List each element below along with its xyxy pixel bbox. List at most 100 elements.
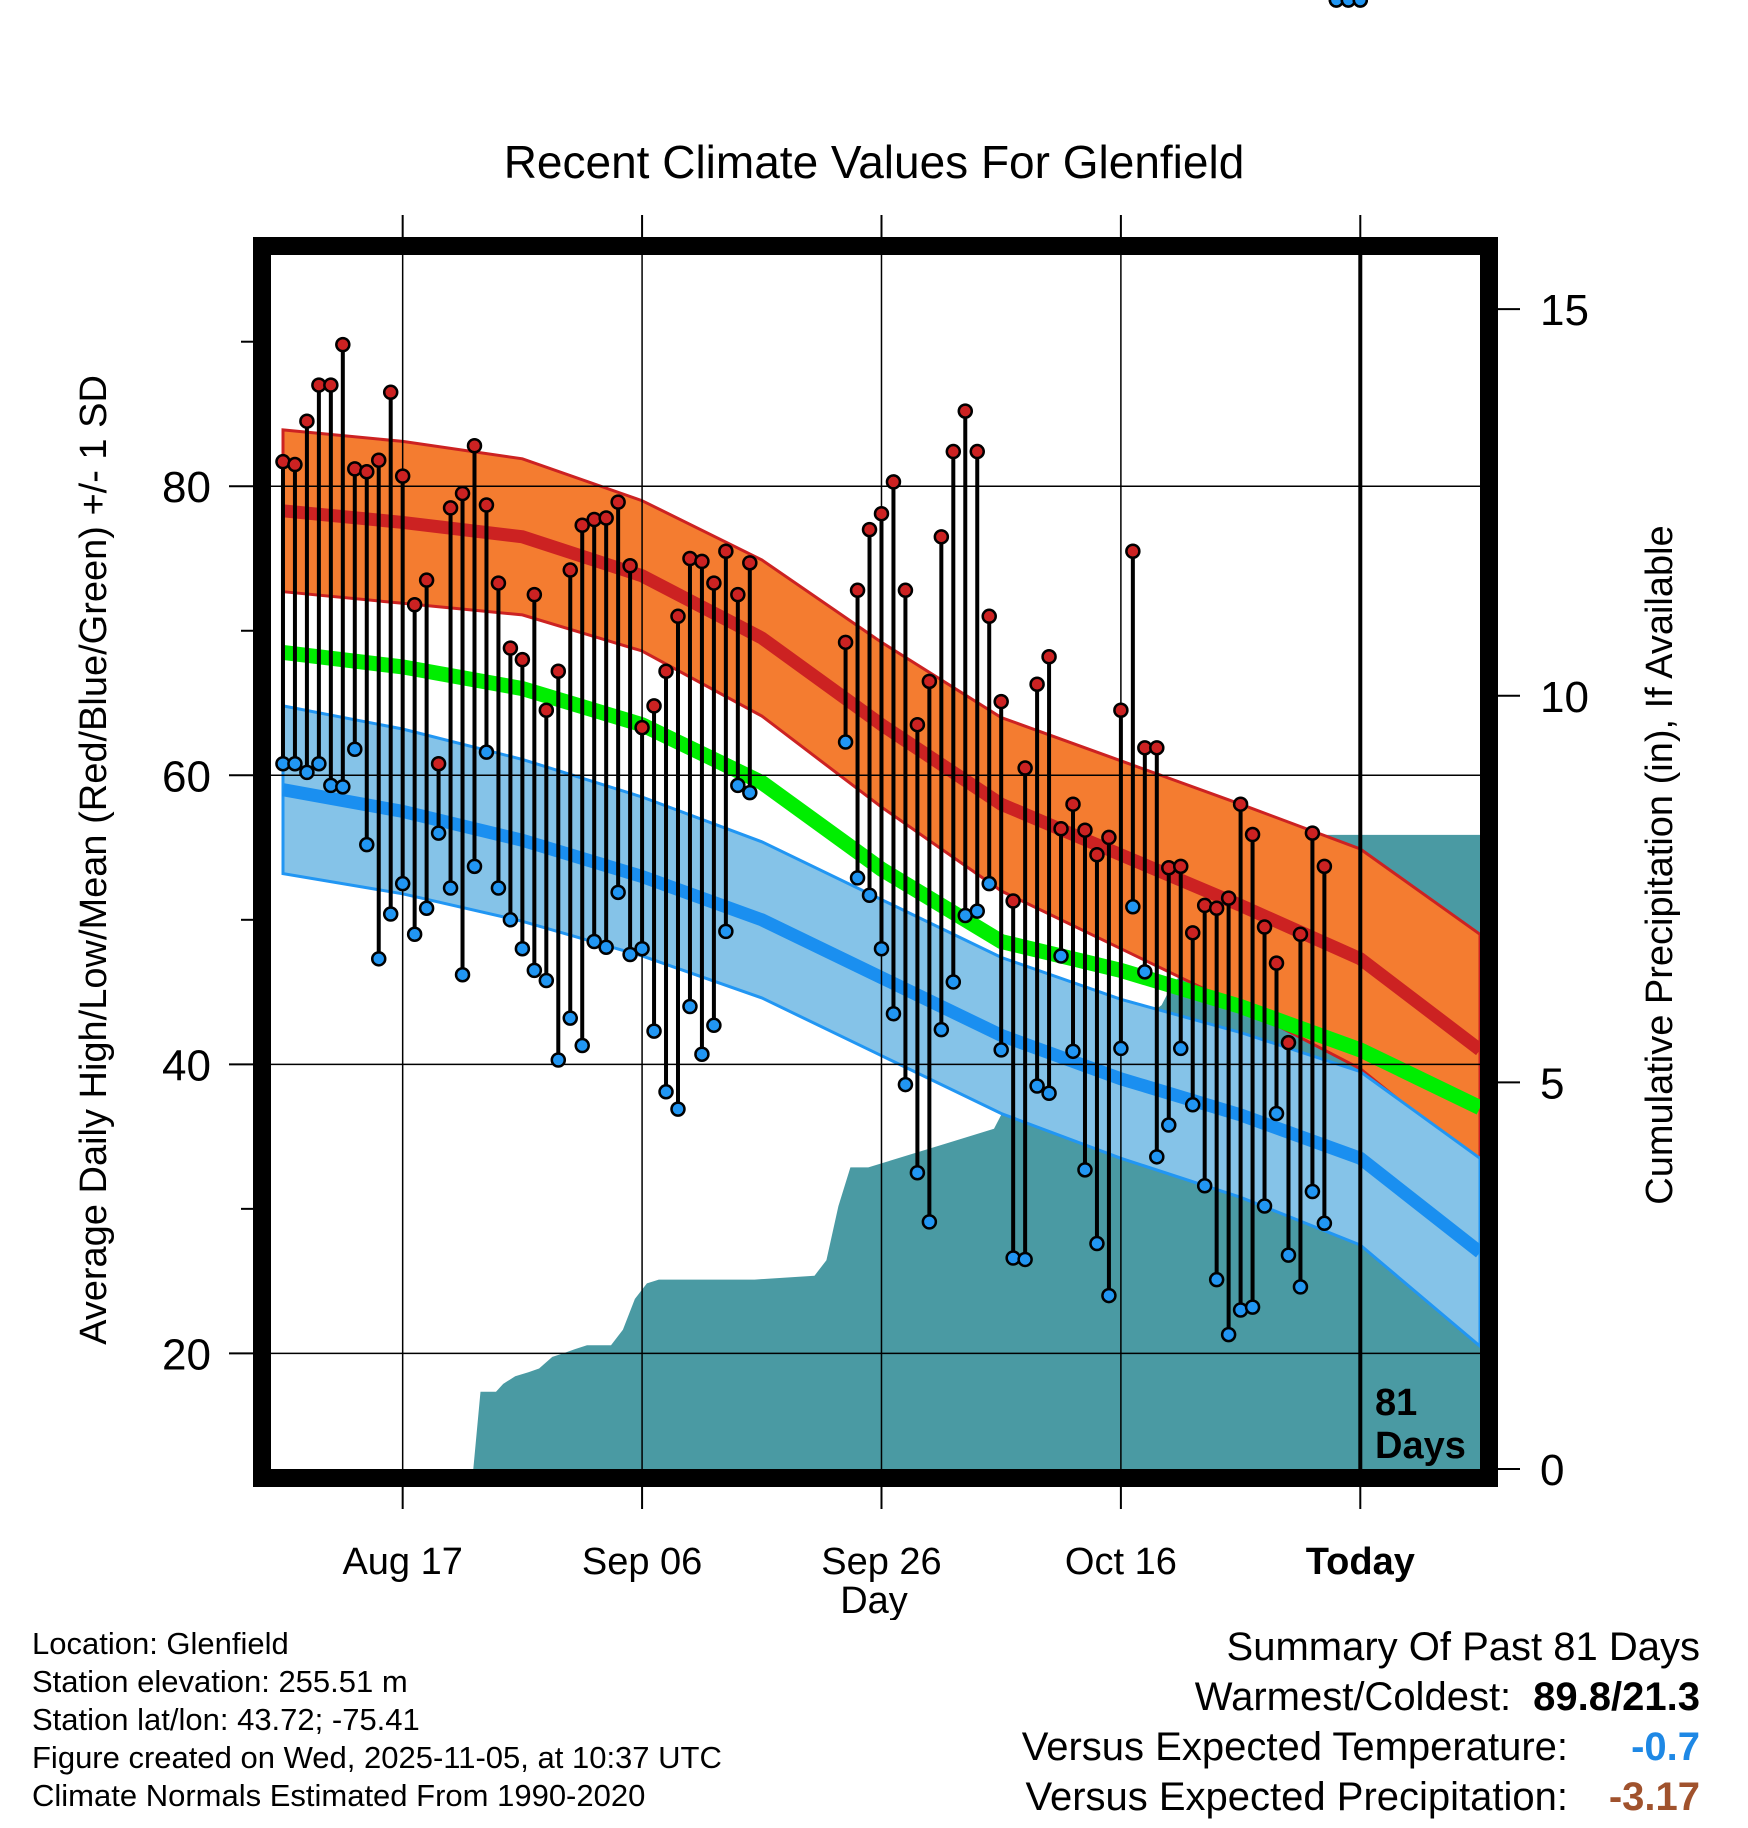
- daily-low-point: [993, 1042, 1009, 1058]
- daily-low-point: [1316, 1215, 1333, 1232]
- daily-low-point: [909, 1164, 926, 1181]
- daily-low-point: [1113, 1040, 1129, 1057]
- daily-low-point: [658, 1084, 674, 1100]
- daily-low-point: [382, 906, 399, 922]
- expected-precip-value: -3.17: [1608, 1775, 1700, 1819]
- daily-high-point: [454, 485, 471, 502]
- daily-high-point: [694, 553, 710, 570]
- daily-low-point: [1101, 1287, 1117, 1304]
- daily-low-point: [287, 755, 303, 772]
- daily-low-point: [694, 1046, 710, 1062]
- daily-high-point: [1280, 1034, 1297, 1051]
- daily-high-point: [1077, 822, 1093, 838]
- daily-high-point: [730, 586, 746, 603]
- daily-high-point: [981, 608, 997, 625]
- axes: 20 40 60 80 0 5 10 15 Aug 17 Sep 06 Sep 26 Oct 16 To…: [162, 215, 1589, 1583]
- daily-low-point: [610, 884, 626, 901]
- chart-title: Recent Climate Values For Glenfield: [504, 136, 1245, 188]
- daily-high-point: [1005, 893, 1021, 909]
- daily-low-point: [311, 755, 327, 772]
- daily-high-point: [933, 529, 950, 545]
- daily-low-point: [1256, 1198, 1273, 1214]
- daily-high-point: [610, 494, 626, 510]
- daily-high-point: [418, 572, 435, 588]
- daily-high-point: [287, 456, 303, 473]
- daily-high-point: [574, 517, 590, 534]
- daily-high-point: [299, 413, 315, 429]
- daily-high-point: [1149, 740, 1165, 756]
- y-axis-label-right: Cumulative Precipitation (in), If Availa…: [1639, 525, 1681, 1204]
- daily-low-point: [299, 764, 315, 781]
- daily-low-point: [490, 880, 507, 896]
- daily-high-point: [718, 543, 734, 560]
- daily-low-point: [1161, 1117, 1177, 1133]
- daily-high-point: [1041, 649, 1057, 665]
- daily-low-point: [370, 951, 387, 967]
- daily-low-point: [969, 903, 985, 919]
- daily-high-point: [849, 582, 866, 599]
- y-tick-label-right: 0: [1540, 1446, 1564, 1495]
- daily-low-point: [730, 777, 746, 794]
- daily-high-point: [1268, 955, 1285, 971]
- daily-high-point: [430, 755, 447, 772]
- daily-low-point: [478, 744, 495, 760]
- daily-low-point: [1089, 1235, 1105, 1252]
- warmest-coldest-value: 89.8/21.3: [1533, 1675, 1700, 1719]
- daily-high-point: [1292, 926, 1309, 943]
- x-tick-label: Sep 06: [582, 1541, 702, 1583]
- daily-low-point: [1280, 1247, 1297, 1263]
- x-tick-label: Aug 17: [342, 1541, 462, 1583]
- plot-frame: [253, 237, 1498, 1487]
- daily-low-point: [1292, 1279, 1309, 1295]
- daily-low-point: [670, 1101, 686, 1117]
- daily-high-point: [1184, 925, 1201, 941]
- daily-low-point: [634, 940, 650, 957]
- daily-low-point: [921, 1214, 938, 1230]
- y-tick-label-left: 60: [162, 752, 211, 801]
- daily-high-point: [622, 557, 638, 574]
- y-tick-label-right: 15: [1540, 286, 1589, 335]
- daily-low-point: [514, 940, 531, 957]
- daily-low-point: [1244, 1299, 1261, 1315]
- daily-low-point: [718, 923, 734, 940]
- daily-low-point: [1208, 1271, 1225, 1288]
- daily-low-point: [406, 926, 423, 943]
- daily-high-point: [1172, 858, 1189, 875]
- daily-high-point: [873, 505, 890, 522]
- daily-high-point: [837, 634, 854, 651]
- daily-low-point: [933, 1021, 950, 1038]
- daily-high-point: [1125, 543, 1141, 560]
- daily-high-point: [885, 474, 902, 490]
- climate-chart: Recent Climate Values For Glenfield 20 40…: [73, 0, 1681, 1620]
- daily-low-point: [598, 939, 614, 956]
- daily-high-point: [550, 663, 567, 679]
- daily-high-point: [706, 575, 722, 591]
- daily-low-point: [538, 972, 555, 989]
- daily-low-point: [1077, 1162, 1093, 1178]
- daily-low-point: [442, 880, 459, 896]
- daily-low-point: [1196, 1177, 1213, 1194]
- daily-high-point: [1089, 847, 1105, 863]
- daily-high-point: [1113, 702, 1129, 718]
- daily-low-point: [837, 734, 854, 750]
- daily-low-point: [622, 946, 638, 963]
- daily-low-point: [335, 779, 351, 795]
- daily-high-point: [742, 555, 758, 571]
- daily-low-point: [945, 974, 962, 990]
- daily-high-point: [1220, 890, 1237, 906]
- daily-high-point: [1244, 826, 1261, 843]
- daily-high-point: [562, 562, 579, 578]
- daily-high-point: [897, 582, 914, 599]
- daily-high-point: [945, 443, 962, 460]
- y-axis-label-left: Average Daily High/Low/Mean (Red/Blue/Gr…: [73, 375, 115, 1345]
- daily-low-point: [742, 784, 758, 801]
- daily-low-point: [586, 933, 602, 950]
- y-tick-label-left: 20: [162, 1330, 211, 1379]
- daily-low-point: [861, 887, 878, 903]
- daily-low-point: [1029, 1078, 1045, 1094]
- station-elevation: Station elevation: 255.51 m: [32, 1664, 408, 1699]
- daily-low-point: [430, 825, 447, 841]
- daily-high-point: [598, 510, 614, 526]
- summary-panel: Summary Of Past 81 Days Warmest/Coldest:…: [1022, 1622, 1700, 1822]
- warmest-coldest-label: Warmest/Coldest:: [1194, 1675, 1512, 1719]
